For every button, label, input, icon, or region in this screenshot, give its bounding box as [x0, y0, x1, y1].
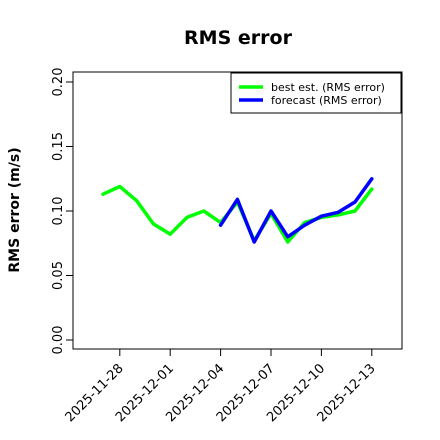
series-line-forecast	[218, 177, 374, 244]
data-point	[286, 235, 290, 239]
data-point	[353, 200, 357, 204]
data-point	[252, 240, 256, 244]
data-point	[152, 222, 155, 226]
data-point	[202, 209, 206, 213]
y-tick-label: 0.00	[51, 326, 66, 355]
y-tick-label: 0.20	[51, 68, 66, 97]
chart-title: RMS error	[184, 27, 293, 49]
data-point	[320, 214, 323, 218]
data-point	[185, 216, 189, 219]
data-point	[101, 192, 105, 196]
x-axis: 2025-11-282025-12-012025-12-042025-12-07…	[63, 349, 379, 425]
data-point	[353, 209, 357, 213]
y-tick-label: 0.05	[51, 261, 66, 290]
data-point	[370, 187, 374, 191]
y-tick-label: 0.15	[51, 132, 66, 161]
y-axis: 0.00 0.05 0.10 0.15 0.20	[51, 68, 73, 355]
data-point	[269, 209, 273, 213]
data-point	[168, 232, 172, 236]
series-layer	[101, 177, 374, 244]
legend: best est. (RMS error) forecast (RMS erro…	[230, 72, 402, 114]
data-point	[370, 177, 374, 181]
legend-box	[230, 72, 402, 114]
data-point	[303, 223, 306, 227]
y-axis-label: RMS error (m/s)	[7, 147, 23, 272]
data-point	[336, 210, 340, 214]
legend-label-best-est: best est. (RMS error)	[271, 81, 385, 94]
data-point	[219, 223, 223, 227]
data-point	[236, 197, 239, 201]
data-point	[286, 240, 290, 244]
y-tick-label: 0.10	[51, 197, 66, 226]
legend-label-forecast: forecast (RMS error)	[271, 94, 382, 107]
data-point	[135, 199, 139, 203]
data-point	[118, 185, 122, 188]
